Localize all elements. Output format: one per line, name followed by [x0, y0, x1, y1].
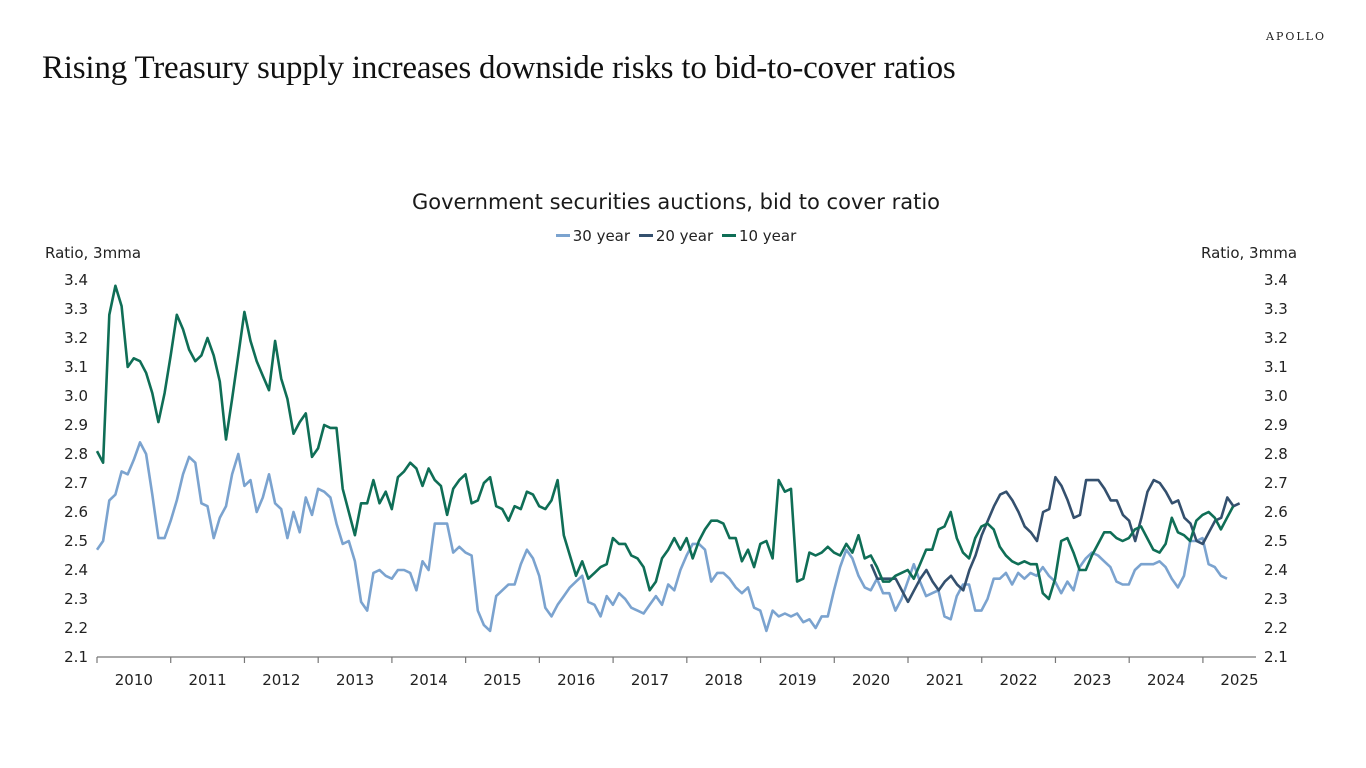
y-axis-left: 3.4 3.3 3.2 3.1 3.0 2.9 2.8 2.7 2.6 2.5 2.4 2.3 2.2 2…	[64, 271, 88, 666]
y-tick-label-left: 3.3	[64, 300, 88, 318]
y-tick-label-right: 2.7	[1264, 474, 1288, 492]
x-tick-label: 2013	[336, 671, 374, 689]
brand-logo: APOLLO	[1266, 30, 1326, 43]
x-tick-label: 2025	[1220, 671, 1258, 689]
y-tick-label-right: 3.1	[1264, 358, 1288, 376]
y-tick-label-left: 3.4	[64, 271, 88, 289]
legend-label-20-year: 20 year	[655, 226, 714, 245]
x-axis: 2010 2011 2012 2013 2014 2015 2016 2017 2018 2019…	[96, 656, 1259, 689]
legend-swatch-20-year	[638, 234, 653, 237]
x-tick-label: 2021	[926, 671, 964, 689]
y-tick-label-right: 2.4	[1264, 561, 1288, 579]
x-tick-label: 2022	[1000, 671, 1038, 689]
y-tick-label-right: 3.4	[1264, 271, 1288, 289]
legend-item-10-year: 10 year	[721, 226, 797, 245]
y-tick-label-left: 2.5	[64, 532, 88, 550]
legend-label-30-year: 30 year	[572, 226, 631, 245]
y-tick-label-left: 2.3	[64, 590, 88, 608]
legend-label-10-year: 10 year	[738, 226, 797, 245]
y-tick-label-right: 2.9	[1264, 416, 1288, 434]
x-tick-label: 2024	[1147, 671, 1185, 689]
legend-swatch-30-year	[555, 234, 570, 237]
y-tick-label-left: 3.0	[64, 387, 88, 405]
x-tick-label: 2016	[557, 671, 595, 689]
series-line-30-year	[95, 441, 1228, 633]
y-tick-label-left: 2.8	[64, 445, 88, 463]
series-line-20-year	[869, 475, 1241, 604]
page-title: Rising Treasury supply increases downsid…	[42, 50, 956, 86]
x-tick-label: 2019	[778, 671, 816, 689]
x-tick-label: 2010	[115, 671, 153, 689]
x-tick-label: 2014	[410, 671, 448, 689]
y-tick-label-left: 3.1	[64, 358, 88, 376]
y-tick-label-right: 3.2	[1264, 329, 1288, 347]
y-tick-label-right: 3.0	[1264, 387, 1288, 405]
y-tick-label-right: 2.8	[1264, 445, 1288, 463]
y-axis-label-left: Ratio, 3mma	[45, 244, 142, 262]
chart-legend: 30 year 20 year 10 year	[0, 223, 1352, 245]
x-tick-label: 2020	[852, 671, 890, 689]
x-tick-label: 2012	[262, 671, 300, 689]
y-tick-label-left: 2.4	[64, 561, 88, 579]
legend-swatch-10-year	[721, 234, 736, 237]
y-tick-label-left: 2.1	[64, 648, 88, 666]
x-tick-label: 2011	[188, 671, 226, 689]
x-tick-label: 2015	[483, 671, 521, 689]
y-tick-label-left: 3.2	[64, 329, 88, 347]
series-lines	[95, 284, 1241, 633]
y-tick-label-right: 2.5	[1264, 532, 1288, 550]
y-tick-label-left: 2.6	[64, 503, 88, 521]
y-tick-label-right: 2.3	[1264, 590, 1288, 608]
x-tick-label: 2023	[1073, 671, 1111, 689]
y-tick-label-right: 2.1	[1264, 648, 1288, 666]
x-tick-label: 2017	[631, 671, 669, 689]
y-tick-label-right: 2.6	[1264, 503, 1288, 521]
y-tick-label-right: 3.3	[1264, 300, 1288, 318]
y-tick-label-right: 2.2	[1264, 619, 1288, 637]
y-axis-right: 3.4 3.3 3.2 3.1 3.0 2.9 2.8 2.7 2.6 2.5 2.4 2.3 2.2 2…	[1264, 271, 1288, 666]
chart-title: Government securities auctions, bid to c…	[411, 190, 941, 214]
y-axis-label-right: Ratio, 3mma	[1201, 244, 1298, 262]
y-tick-label-left: 2.9	[64, 416, 88, 434]
legend-item-30-year: 30 year	[555, 226, 631, 245]
y-tick-label-left: 2.2	[64, 619, 88, 637]
series-line-10-year	[95, 284, 1235, 601]
legend-item-20-year: 20 year	[638, 226, 714, 245]
y-tick-label-left: 2.7	[64, 474, 88, 492]
x-tick-label: 2018	[705, 671, 743, 689]
